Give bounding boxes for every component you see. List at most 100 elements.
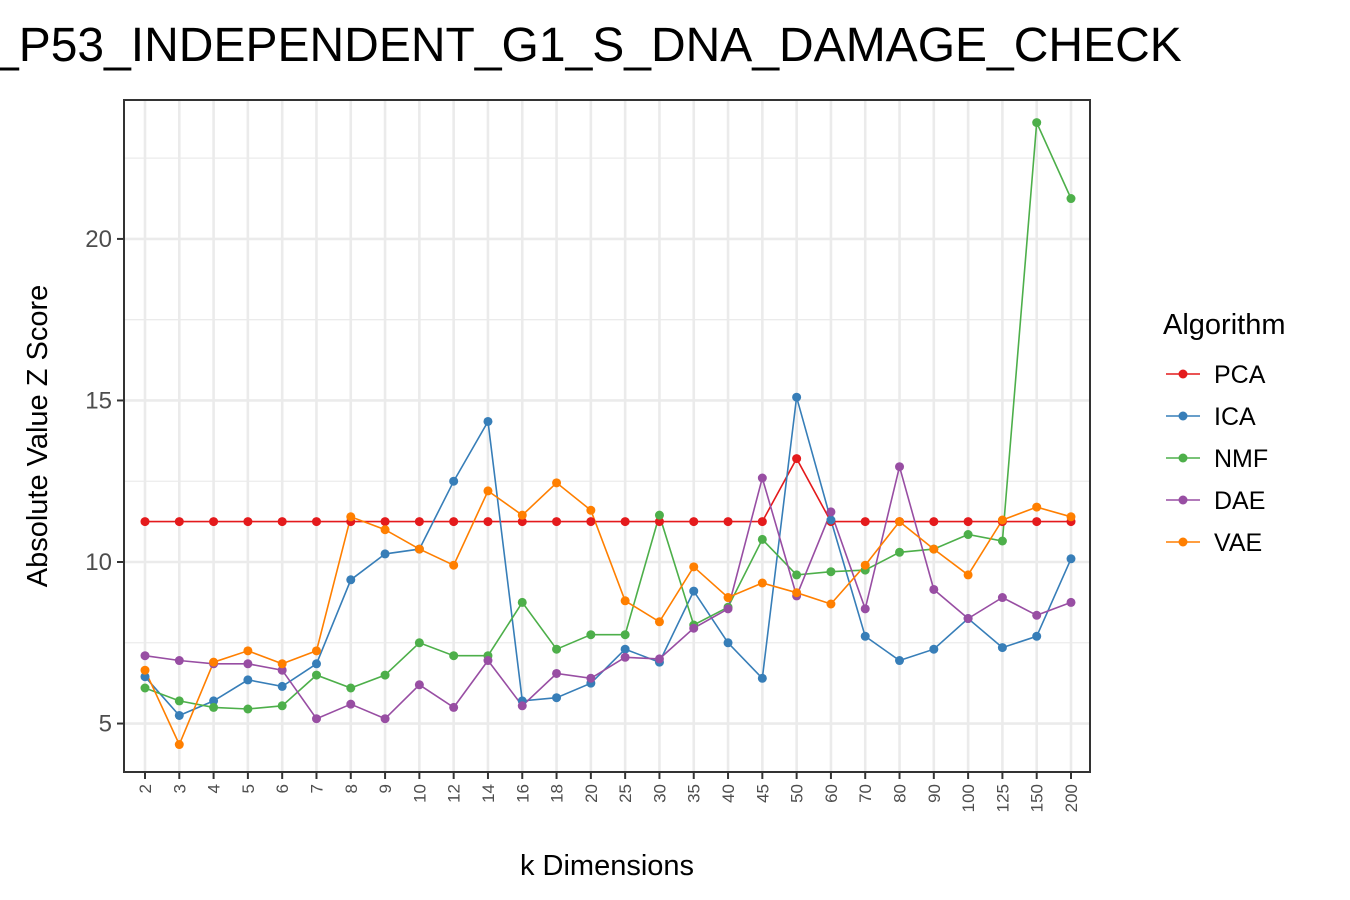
data-point-nmf — [654, 510, 664, 520]
data-point-ica — [1066, 554, 1076, 564]
data-point-pca — [860, 517, 870, 527]
x-tick-label: 200 — [1062, 784, 1081, 812]
x-tick-label: 60 — [822, 784, 841, 803]
data-point-nmf — [620, 630, 630, 640]
data-point-ica — [243, 675, 253, 685]
data-point-vae — [449, 560, 459, 570]
data-point-vae — [586, 505, 596, 515]
data-point-nmf — [895, 547, 905, 557]
data-point-pca — [552, 517, 562, 527]
data-point-pca — [689, 517, 699, 527]
y-axis: 5 10 15 20 — [85, 226, 124, 738]
data-point-dae — [689, 623, 699, 633]
data-point-nmf — [757, 534, 767, 544]
legend-label-vae: VAE — [1214, 529, 1262, 557]
x-tick-label: 100 — [959, 784, 978, 812]
data-point-ica — [209, 696, 219, 706]
data-point-nmf — [1032, 118, 1042, 128]
data-point-nmf — [209, 702, 219, 712]
chart-title: _P53_INDEPENDENT_G1_S_DNA_DAMAGE_CHECK — [0, 14, 1350, 84]
x-tick-label: 80 — [891, 784, 910, 803]
data-point-vae — [689, 562, 699, 572]
data-point-vae — [517, 510, 527, 520]
data-point-pca — [586, 517, 596, 527]
data-point-dae — [483, 656, 493, 666]
data-point-vae — [997, 515, 1007, 525]
x-tick-label: 7 — [307, 784, 326, 793]
data-point-nmf — [414, 638, 424, 648]
data-point-ica — [860, 631, 870, 641]
legend-key-point-pca — [1178, 369, 1188, 379]
data-point-ica — [380, 549, 390, 559]
x-tick-label: 4 — [205, 784, 224, 793]
legend-key-point-ica — [1178, 411, 1188, 421]
x-tick-label: 5 — [239, 784, 258, 793]
legend-key-point-dae — [1178, 495, 1188, 505]
x-tick-label: 3 — [170, 784, 189, 793]
data-point-nmf — [997, 536, 1007, 546]
x-tick-label: 70 — [856, 784, 875, 803]
data-point-ica — [483, 416, 493, 426]
data-point-pca — [792, 454, 802, 464]
data-point-dae — [380, 714, 390, 724]
data-point-dae — [140, 651, 150, 661]
x-tick-label: 20 — [582, 784, 601, 803]
data-point-vae — [826, 599, 836, 609]
x-tick-label: 50 — [788, 784, 807, 803]
data-point-ica — [346, 575, 356, 585]
data-point-ica — [620, 644, 630, 654]
data-point-vae — [140, 665, 150, 675]
legend-key-point-nmf — [1178, 453, 1188, 463]
legend-label-dae: DAE — [1214, 487, 1265, 515]
data-point-vae — [963, 570, 973, 580]
data-point-vae — [895, 517, 905, 527]
x-tick-label: 45 — [753, 784, 772, 803]
data-point-pca — [414, 517, 424, 527]
data-point-nmf — [1066, 194, 1076, 204]
data-point-pca — [380, 517, 390, 527]
data-point-dae — [757, 473, 767, 483]
data-point-ica — [997, 643, 1007, 653]
data-point-ica — [449, 476, 459, 486]
plot-border — [123, 99, 1091, 773]
data-point-pca — [654, 517, 664, 527]
data-point-ica — [277, 681, 287, 691]
x-tick-label: 125 — [993, 784, 1012, 812]
data-point-ica — [174, 710, 184, 720]
data-point-dae — [586, 673, 596, 683]
data-point-nmf — [140, 683, 150, 693]
data-point-pca — [963, 517, 973, 527]
data-point-dae — [414, 680, 424, 690]
data-point-ica — [895, 656, 905, 666]
data-point-vae — [757, 578, 767, 588]
x-tick-label: 6 — [273, 784, 292, 793]
legend-label-ica: ICA — [1214, 403, 1256, 431]
data-point-dae — [654, 654, 664, 664]
data-point-dae — [174, 656, 184, 666]
data-point-vae — [1066, 512, 1076, 522]
x-tick-label: 40 — [719, 784, 738, 803]
data-point-nmf — [449, 651, 459, 661]
data-point-pca — [483, 517, 493, 527]
data-point-ica — [826, 515, 836, 525]
data-point-pca — [723, 517, 733, 527]
y-tick-label: 15 — [85, 387, 112, 414]
y-axis-title: Absolute Value Z Score — [22, 285, 54, 588]
legend-title: Algorithm — [1163, 309, 1286, 341]
data-point-pca — [243, 517, 253, 527]
data-point-pca — [311, 517, 321, 527]
data-point-vae — [243, 646, 253, 656]
x-axis-title: k Dimensions — [520, 850, 694, 882]
data-point-nmf — [963, 530, 973, 540]
data-point-vae — [483, 486, 493, 496]
data-point-vae — [552, 478, 562, 488]
data-point-nmf — [346, 683, 356, 693]
x-tick-label: 90 — [925, 784, 944, 803]
data-point-pca — [449, 517, 459, 527]
x-tick-label: 18 — [548, 784, 567, 803]
data-point-vae — [860, 560, 870, 570]
data-point-pca — [620, 517, 630, 527]
data-point-pca — [517, 517, 527, 527]
legend-label-pca: PCA — [1214, 361, 1266, 389]
legend: Algorithm PCA ICA NMF DAE VAE — [1163, 309, 1286, 557]
